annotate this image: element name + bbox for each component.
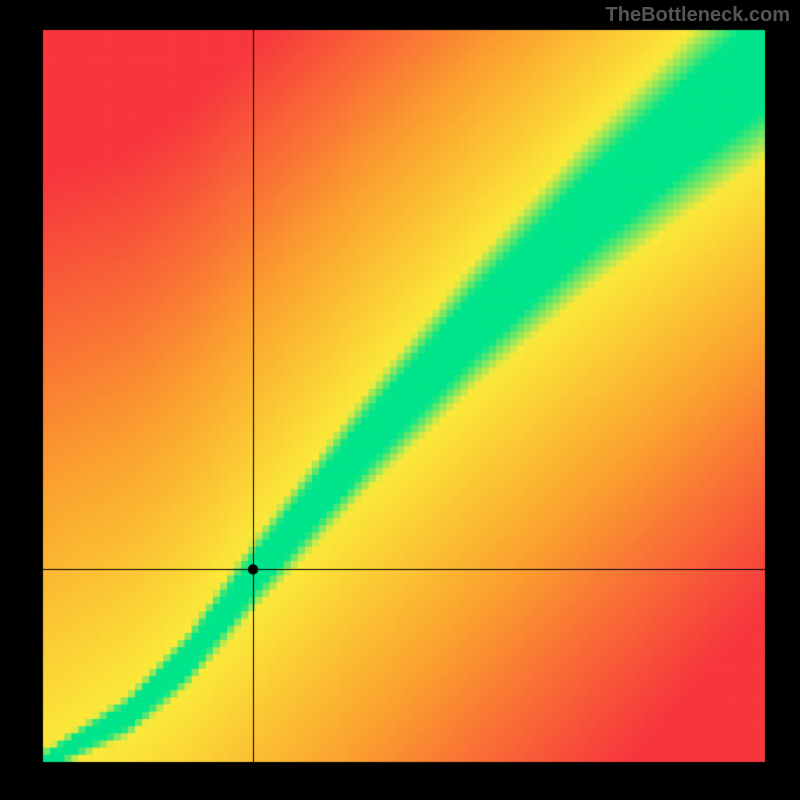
chart-container: TheBottleneck.com [0,0,800,800]
watermark-text: TheBottleneck.com [606,4,790,27]
bottleneck-heatmap [0,0,800,800]
